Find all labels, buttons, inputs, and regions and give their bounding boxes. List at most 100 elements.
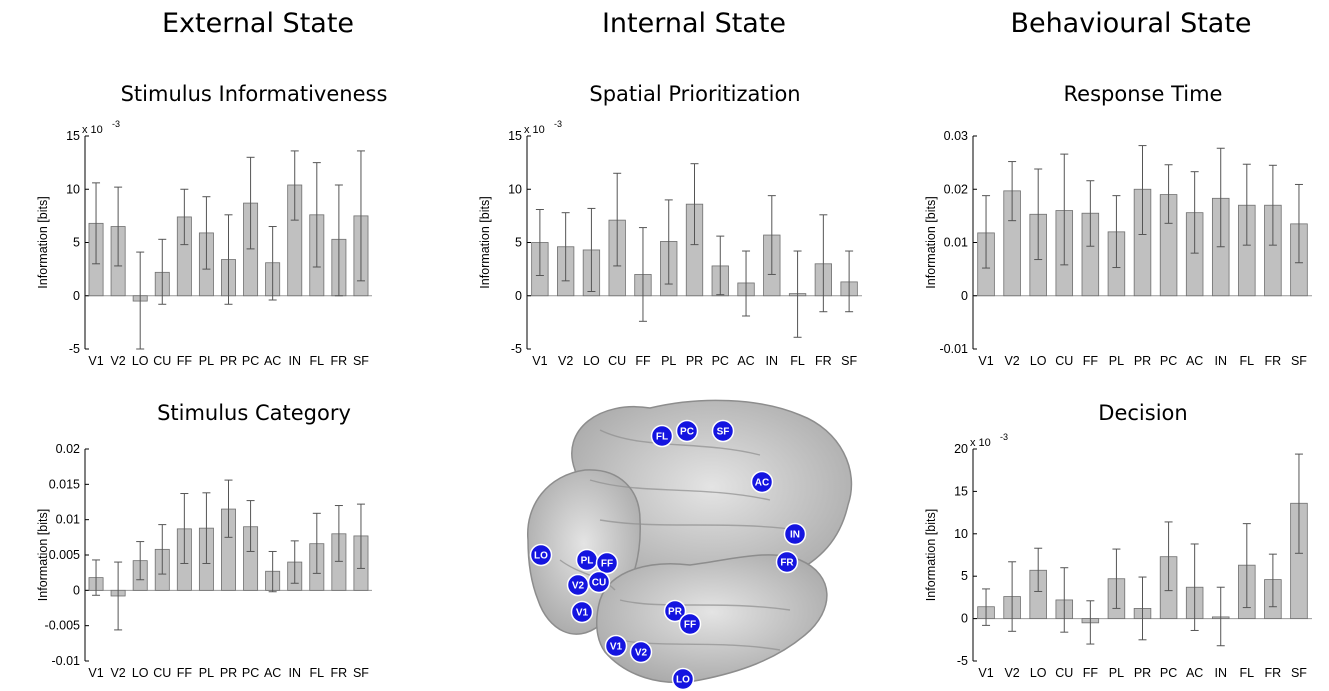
region-marker-label: V1 (576, 608, 589, 619)
y-exponent-label: x 10 (970, 437, 991, 449)
y-exponent-power: -3 (1000, 432, 1008, 442)
x-tick-label-pr: PR (220, 666, 237, 680)
x-tick-label-pl: PL (199, 666, 214, 680)
region-marker-label: FF (601, 559, 613, 570)
x-tick-label-v2: V2 (558, 354, 573, 368)
x-tick-label-pc: PC (242, 354, 259, 368)
y-tick-label: 0.005 (49, 548, 80, 562)
x-tick-label-lo: LO (1030, 354, 1047, 368)
x-tick-label-lo: LO (132, 354, 149, 368)
x-tick-label-v1: V1 (978, 666, 993, 680)
x-tick-label-v2: V2 (1004, 666, 1019, 680)
chart-title: Stimulus Category (157, 401, 351, 425)
x-tick-label-in: IN (288, 354, 301, 368)
region-marker-label: V2 (635, 648, 648, 659)
y-tick-label: -5 (511, 342, 522, 356)
y-tick-label: -5 (957, 654, 968, 668)
x-tick-label-in: IN (766, 354, 779, 368)
region-marker-label: FR (780, 558, 794, 569)
y-exponent-power: -3 (112, 119, 120, 129)
region-marker-label: IN (790, 530, 800, 541)
y-tick-label: 10 (508, 182, 522, 196)
y-tick-label: 0.015 (49, 477, 80, 491)
x-tick-label-v2: V2 (1004, 354, 1019, 368)
y-tick-label: 0 (961, 289, 968, 303)
y-exponent-label: x 10 (524, 124, 545, 136)
region-marker-v1 (604, 634, 628, 658)
region-marker-lo (529, 543, 553, 567)
x-tick-label-cu: CU (1055, 666, 1073, 680)
x-tick-label-ff: FF (1083, 666, 1099, 680)
region-marker-ff (678, 612, 702, 636)
x-tick-label-v1: V1 (88, 666, 103, 680)
y-tick-label: 0 (73, 583, 80, 597)
region-marker-sf (711, 419, 735, 443)
chart-decision: Decision Information [bits] -5 0 5 10 15 20 x 10… (924, 401, 1312, 680)
y-exponent-label: x 10 (82, 124, 103, 136)
x-tick-label-sf: SF (1291, 354, 1307, 368)
x-tick-label-ac: AC (264, 354, 281, 368)
y-tick-label: 0.02 (944, 182, 968, 196)
y-tick-label: 0.01 (56, 513, 80, 527)
x-tick-label-pl: PL (1109, 666, 1124, 680)
region-marker-in (783, 522, 807, 546)
x-tick-label-ac: AC (737, 354, 754, 368)
x-tick-label-fl: FL (1240, 666, 1255, 680)
x-tick-label-fr: FR (815, 354, 832, 368)
x-tick-label-sf: SF (841, 354, 857, 368)
chart-spatial-prioritization: Spatial Prioritization Information [bits]… (478, 82, 862, 368)
region-marker-label: LO (676, 675, 690, 686)
region-marker-v1 (570, 600, 594, 624)
x-tick-label-v1: V1 (88, 354, 103, 368)
chart-response-time: Response Time Information [bits] -0.01 0 0.0… (924, 82, 1312, 368)
chart-stimulus-informativeness: Stimulus Informativeness Information [bit… (36, 82, 387, 368)
region-marker-cu (587, 570, 611, 594)
x-tick-label-cu: CU (608, 354, 626, 368)
x-tick-label-pr: PR (686, 354, 703, 368)
x-tick-label-ac: AC (1186, 354, 1203, 368)
x-tick-label-pc: PC (1160, 666, 1177, 680)
y-tick-label: 5 (515, 236, 522, 250)
chart-title: Response Time (1064, 82, 1223, 106)
x-tick-label-v2: V2 (110, 354, 125, 368)
y-tick-label: 5 (961, 569, 968, 583)
region-marker-lo (671, 667, 695, 691)
x-tick-label-pr: PR (220, 354, 237, 368)
x-tick-label-pc: PC (712, 354, 729, 368)
chart-title: Spatial Prioritization (589, 82, 800, 106)
x-tick-label-pr: PR (1134, 354, 1151, 368)
chart-title: Stimulus Informativeness (121, 82, 388, 106)
x-tick-label-pc: PC (1160, 354, 1177, 368)
x-tick-label-cu: CU (153, 354, 171, 368)
x-tick-label-pl: PL (1109, 354, 1124, 368)
region-marker-label: V2 (572, 581, 585, 592)
x-tick-label-fl: FL (790, 354, 805, 368)
x-tick-label-in: IN (1214, 354, 1227, 368)
x-tick-label-pl: PL (661, 354, 676, 368)
x-tick-label-fr: FR (331, 666, 348, 680)
y-axis-label: Information [bits] (924, 196, 938, 288)
y-tick-label: 15 (508, 129, 522, 143)
y-tick-label: 20 (954, 442, 968, 456)
x-tick-label-in: IN (288, 666, 301, 680)
x-tick-label-fr: FR (1265, 354, 1282, 368)
x-tick-label-pl: PL (199, 354, 214, 368)
region-marker-fr (775, 550, 799, 574)
region-marker-fl (650, 424, 674, 448)
region-marker-label: V1 (610, 642, 623, 653)
y-axis-label: Information [bits] (478, 196, 492, 288)
column-heading-internal: Internal State (602, 8, 786, 39)
x-tick-label-sf: SF (353, 354, 369, 368)
y-tick-label: 15 (954, 484, 968, 498)
x-tick-label-lo: LO (132, 666, 149, 680)
x-tick-label-lo: LO (583, 354, 600, 368)
x-tick-label-pr: PR (1134, 666, 1151, 680)
region-marker-label: PR (668, 607, 683, 618)
column-heading-behavioural: Behavioural State (1010, 8, 1251, 39)
x-tick-label-pc: PC (242, 666, 259, 680)
x-tick-label-sf: SF (353, 666, 369, 680)
chart-title: Decision (1098, 401, 1187, 425)
y-tick-label: 0 (515, 289, 522, 303)
y-tick-label: -0.005 (45, 619, 80, 633)
